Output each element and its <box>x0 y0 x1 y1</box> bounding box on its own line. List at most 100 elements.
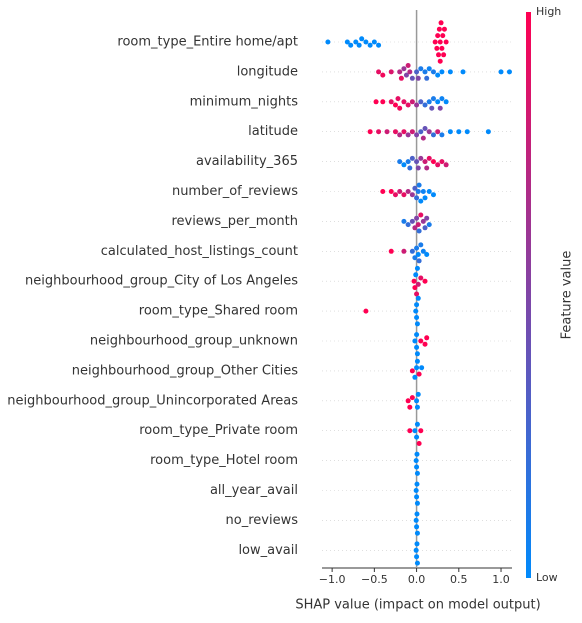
shap-point <box>418 212 424 218</box>
shap-point <box>426 66 432 72</box>
shap-point <box>414 332 420 338</box>
shap-point <box>363 39 369 45</box>
shap-point <box>412 285 418 291</box>
shap-point <box>414 524 420 530</box>
shap-point <box>412 338 418 344</box>
shap-point <box>407 428 413 434</box>
shap-point <box>414 494 420 500</box>
shap-point <box>407 404 413 410</box>
shap-point <box>418 242 424 248</box>
shap-point <box>367 129 373 135</box>
shap-point <box>397 105 403 111</box>
shap-point <box>416 182 422 188</box>
shap-point <box>413 488 419 493</box>
shap-point <box>429 105 435 111</box>
shap-point <box>409 395 415 401</box>
shap-point <box>418 155 424 161</box>
shap-point <box>414 451 420 457</box>
shap-point <box>430 192 436 198</box>
shap-point <box>420 218 426 224</box>
shap-point <box>420 248 426 254</box>
shap-point <box>439 96 445 102</box>
shap-point <box>414 159 420 165</box>
shap-point <box>415 295 421 301</box>
shap-point <box>414 215 420 221</box>
shap-point <box>409 129 415 135</box>
shap-point <box>392 192 398 198</box>
shap-point <box>418 66 424 72</box>
shap-point <box>422 341 428 347</box>
shap-point <box>435 162 441 168</box>
shap-point <box>415 252 421 257</box>
shap-point <box>415 281 421 287</box>
shap-point <box>376 69 382 75</box>
shap-point <box>401 66 407 72</box>
shap-point <box>415 189 421 194</box>
feature-label: no_reviews <box>226 513 299 528</box>
shap-point <box>409 192 415 198</box>
shap-point <box>424 165 430 171</box>
feature-label: neighbourhood_group_Unincorporated Areas <box>7 393 298 408</box>
x-tick-label: −1.0 <box>319 573 346 586</box>
shap-point <box>414 132 420 138</box>
shap-point <box>414 321 420 327</box>
shap-point <box>414 344 420 350</box>
shap-point <box>409 75 415 81</box>
shap-point <box>380 189 386 194</box>
colorbar-low: Low <box>536 571 558 584</box>
shap-point <box>397 132 403 138</box>
shap-point <box>426 155 432 161</box>
shap-point <box>437 105 443 111</box>
shap-point <box>414 291 420 297</box>
shap-point <box>485 129 491 135</box>
shap-point <box>440 33 446 39</box>
shap-point <box>443 99 449 105</box>
shap-point <box>424 215 430 221</box>
shap-point <box>443 162 449 168</box>
shap-point <box>413 272 419 278</box>
shap-point <box>430 159 436 165</box>
shap-point <box>414 195 420 201</box>
shap-point <box>405 132 411 138</box>
shap-point <box>414 245 420 251</box>
shap-point <box>409 99 415 105</box>
shap-point <box>456 129 462 135</box>
shap-point <box>416 258 422 264</box>
shap-point <box>409 368 415 374</box>
shap-point <box>434 45 440 51</box>
shap-point <box>405 398 411 404</box>
shap-point <box>447 69 453 75</box>
shap-point <box>437 39 443 45</box>
shap-point <box>424 75 430 81</box>
shap-point <box>407 165 413 171</box>
feature-label: number_of_reviews <box>172 184 298 199</box>
shap-point <box>392 102 398 108</box>
shap-point <box>414 511 420 517</box>
shap-point <box>435 72 441 78</box>
shap-point <box>373 99 379 105</box>
shap-point <box>414 434 420 440</box>
shap-point <box>415 222 421 228</box>
feature-label: neighbourhood_group_City of Los Angeles <box>25 274 298 289</box>
shap-point <box>436 52 442 58</box>
shap-point <box>414 500 420 506</box>
feature-label: reviews_per_month <box>171 214 298 229</box>
feature-label: calculated_host_listings_count <box>101 244 298 259</box>
x-axis-label: SHAP value (impact on model output) <box>295 598 540 613</box>
colorbar <box>526 12 531 578</box>
shap-point <box>439 45 445 51</box>
shap-point <box>414 464 420 470</box>
shap-point <box>401 129 407 135</box>
shap-point <box>356 42 362 48</box>
shap-point <box>430 96 436 102</box>
shap-point <box>412 255 418 261</box>
shap-point <box>398 75 404 81</box>
shap-point <box>380 99 386 105</box>
shap-point <box>401 162 407 168</box>
shap-point <box>412 185 418 191</box>
feature-label: availability_365 <box>196 154 298 169</box>
shap-point <box>415 75 421 81</box>
shap-point <box>441 52 447 58</box>
shap-point <box>430 69 436 75</box>
shap-point <box>414 102 420 108</box>
